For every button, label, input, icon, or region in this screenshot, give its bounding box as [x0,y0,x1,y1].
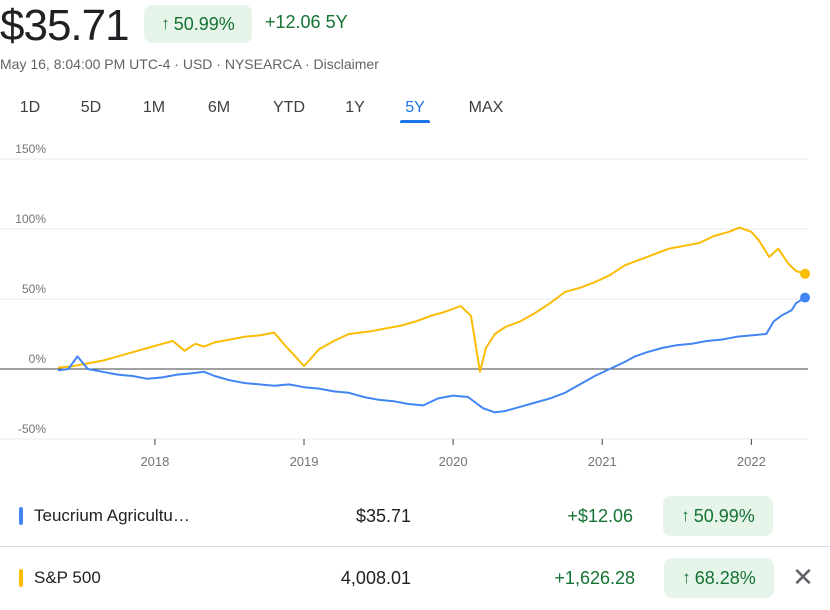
absolute-change: +12.06 5Y [265,12,348,33]
arrow-up-icon: ↑ [682,568,691,587]
series-color-swatch [19,507,23,525]
comparison-name: S&P 500 [34,568,101,587]
comparison-percent: 50.99% [693,505,755,526]
y-tick-label: 50% [22,282,46,296]
price-chart[interactable]: 150% 100% 50% 0% -50% 2018 2019 2020 2021 2022 [0,140,830,480]
comparison-change: +1,626.28 [554,568,635,588]
sp500-endpoint-dot [800,268,811,279]
tab-6m[interactable]: 6M [207,99,231,116]
percent-change-badge: ↑ 50.99% [144,5,252,43]
comparison-row-sp500[interactable]: S&P 500 4,008.01 +1,626.28 ↑ 68.28% ✕ [0,548,830,608]
tab-1y[interactable]: 1Y [345,99,365,116]
comparison-percent: 68.28% [694,567,756,588]
arrow-up-icon: ↑ [681,506,690,525]
tab-5d[interactable]: 5D [80,99,102,116]
price-value: $35.71 [0,1,130,50]
comparison-change: +$12.06 [567,506,633,526]
tab-1d[interactable]: 1D [19,99,41,116]
tab-5y[interactable]: 5Y [405,99,425,116]
comparison-row-teucrium[interactable]: Teucrium Agricultu… $35.71 +$12.06 ↑ 50.… [0,486,830,546]
tab-max[interactable]: MAX [468,99,504,116]
y-tick-label: 150% [15,142,46,156]
comparison-name: Teucrium Agricultu… [34,506,190,525]
remove-comparison-close-icon[interactable]: ✕ [792,562,814,592]
series-color-swatch [19,569,23,587]
x-tick-label: 2022 [737,454,766,469]
row-divider [0,546,830,547]
range-tabs: 1D 5D 1M 6M YTD 1Y 5Y MAX [0,98,600,128]
absolute-change-value: +12.06 [265,12,321,32]
comparison-price: 4,008.01 [340,568,411,588]
comparison-percent-badge: ↑ 50.99% [663,496,773,536]
x-tick-label: 2019 [290,454,319,469]
percent-change-value: 50.99% [173,13,235,34]
active-tab-indicator [400,120,430,123]
comparison-price: $35.71 [355,506,411,526]
change-period: 5Y [325,12,348,32]
sp500-series-line [57,226,806,373]
tab-1m[interactable]: 1M [142,99,166,116]
teucrium-series-line [57,296,806,414]
teucrium-endpoint-dot [800,292,811,303]
quote-meta: May 16, 8:04:00 PM UTC-4 · USD · NYSEARC… [0,56,379,72]
arrow-up-icon: ↑ [161,14,170,33]
tab-ytd[interactable]: YTD [273,99,305,116]
y-tick-label: 100% [15,212,46,226]
x-tick-label: 2021 [588,454,617,469]
y-tick-label: 0% [29,352,47,366]
y-tick-label: -50% [18,422,46,436]
x-tick-label: 2020 [439,454,468,469]
x-tick-label: 2018 [140,454,169,469]
comparison-percent-badge: ↑ 68.28% [664,558,774,598]
